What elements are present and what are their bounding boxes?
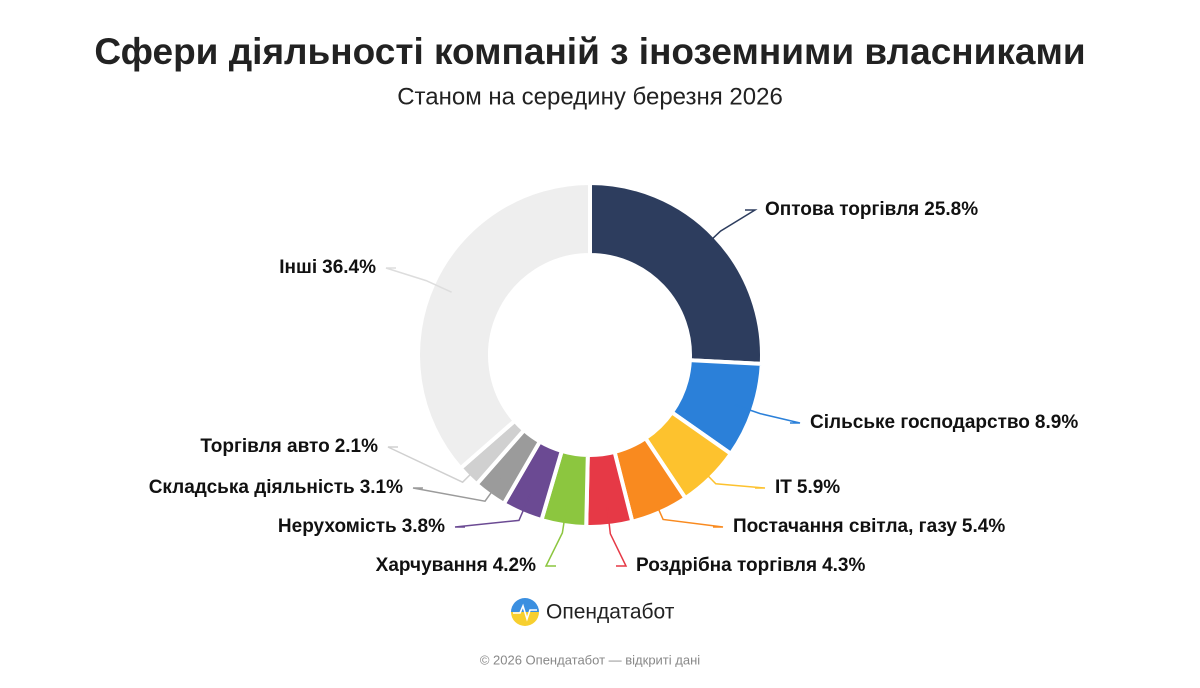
slice-value: 25.8% bbox=[924, 199, 978, 220]
donut-slice bbox=[416, 181, 592, 471]
slice-category: Оптова торгівля bbox=[765, 199, 919, 220]
slice-label: IT 5.9% bbox=[775, 477, 840, 498]
chart-title: Сфери діяльності компаній з іноземними в… bbox=[94, 31, 1085, 72]
slice-value: 2.1% bbox=[335, 436, 378, 457]
slice-label: Оптова торгівля 25.8% bbox=[765, 199, 978, 220]
slice-category: Постачання світла, газу bbox=[733, 516, 957, 537]
donut-slice bbox=[588, 181, 764, 366]
leader-line bbox=[385, 267, 452, 293]
slice-category: Складська діяльність bbox=[149, 477, 355, 498]
leader-line bbox=[454, 494, 531, 528]
slice-value: 36.4% bbox=[322, 257, 376, 278]
leader-line bbox=[606, 505, 628, 567]
leader-line bbox=[695, 463, 766, 489]
leader-line bbox=[699, 209, 758, 251]
slice-label: Нерухомість 3.8% bbox=[278, 516, 445, 537]
footer: © 2026 Опендатабот — відкриті дані bbox=[480, 652, 700, 667]
slice-label: Роздрібна торгівля 4.3% bbox=[636, 555, 865, 576]
brand-name: Опендатабот bbox=[546, 601, 675, 624]
slice-value: 3.1% bbox=[360, 477, 403, 498]
slice-value: 8.9% bbox=[1035, 412, 1078, 433]
slice-value: 5.9% bbox=[797, 477, 840, 498]
leader-line bbox=[387, 446, 483, 484]
slice-label: Торгівля авто 2.1% bbox=[200, 436, 378, 457]
slice-label: Харчування 4.2% bbox=[376, 555, 536, 576]
slice-value: 5.4% bbox=[962, 516, 1005, 537]
leader-line bbox=[544, 505, 568, 567]
slice-category: Інші bbox=[279, 257, 317, 278]
slice-label: Складська діяльність 3.1% bbox=[149, 477, 403, 498]
slice-value: 4.3% bbox=[822, 555, 865, 576]
donut: Оптова торгівля 25.8% Сільське господарств… bbox=[149, 181, 1078, 576]
brand-logo-pulse bbox=[513, 603, 537, 622]
slice-category: Сільське господарство bbox=[810, 412, 1030, 433]
slice-label: Постачання світла, газу 5.4% bbox=[733, 516, 1005, 537]
slice-category: Торгівля авто bbox=[200, 436, 329, 457]
slice-label: Інші 36.4% bbox=[279, 257, 376, 278]
slice-value: 3.8% bbox=[402, 516, 445, 537]
slice-label: Сільське господарство 8.9% bbox=[810, 412, 1078, 433]
slice-category: IT bbox=[775, 477, 792, 498]
slice-category: Нерухомість bbox=[278, 516, 397, 537]
leader-line bbox=[412, 478, 502, 503]
slice-category: Харчування bbox=[376, 555, 488, 576]
leader-line bbox=[651, 493, 724, 528]
leader-line bbox=[733, 403, 801, 424]
slice-category: Роздрібна торгівля bbox=[636, 555, 817, 576]
slice-value: 4.2% bbox=[493, 555, 536, 576]
chart-subtitle: Станом на середину березня 2026 bbox=[397, 83, 783, 110]
